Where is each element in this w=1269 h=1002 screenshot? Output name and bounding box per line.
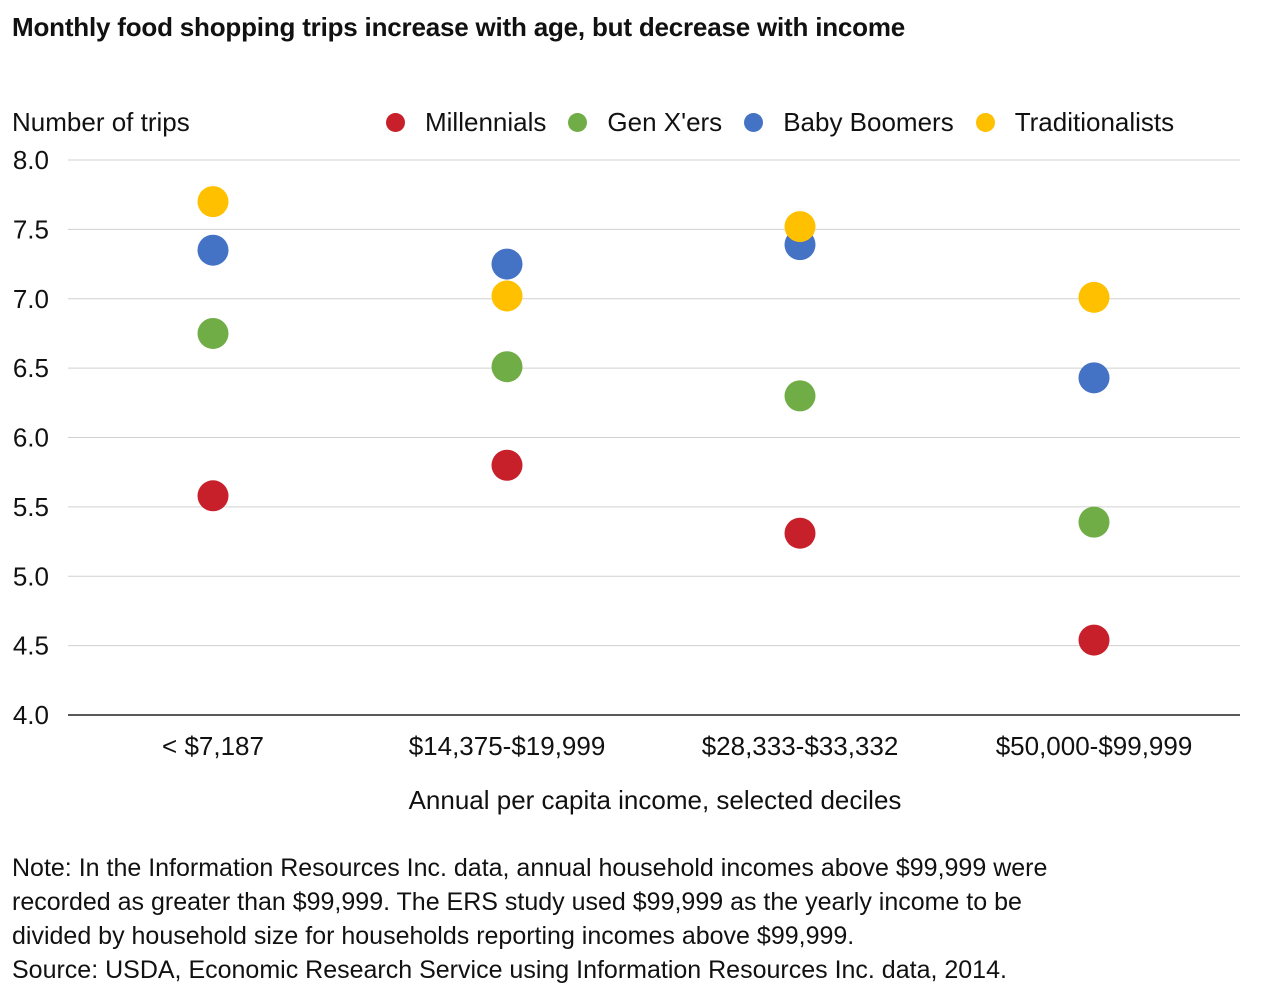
legend-label-traditionalists: Traditionalists xyxy=(1014,107,1175,137)
scatter-chart: 8.0 7.5 7.0 6.5 6.0 5.5 5.0 4.5 4.0 < $7,187 $14,3… xyxy=(13,145,1240,761)
data-point-gen-x-ers-1 xyxy=(491,351,523,383)
chart-title: Monthly food shopping trips increase wit… xyxy=(12,12,906,42)
y-axis-label: Number of trips xyxy=(12,107,190,137)
x-axis-label: Annual per capita income, selected decil… xyxy=(408,785,902,815)
data-point-millennials-3 xyxy=(1078,624,1110,656)
data-point-gen-x-ers-0 xyxy=(197,317,229,349)
y-tick-label: 6.0 xyxy=(13,423,49,453)
legend: Millennials Gen X'ers Baby Boomers Tradi… xyxy=(386,107,1174,138)
data-point-millennials-0 xyxy=(197,480,229,512)
data-point-traditionalists-3 xyxy=(1078,281,1110,313)
x-tick-label: < $7,187 xyxy=(162,731,264,761)
note-line-3: divided by household size for households… xyxy=(12,922,855,950)
y-tick-label: 7.5 xyxy=(13,214,49,244)
data-point-baby-boomers-0 xyxy=(197,234,229,266)
legend-label-millennials: Millennials xyxy=(425,107,547,137)
note-line-1: Note: In the Information Resources Inc. … xyxy=(12,854,1048,882)
y-tick-label: 4.5 xyxy=(13,631,49,661)
x-tick-label: $50,000-$99,999 xyxy=(996,731,1193,761)
data-point-traditionalists-2 xyxy=(784,211,816,243)
data-point-gen-x-ers-3 xyxy=(1078,506,1110,538)
data-point-gen-x-ers-2 xyxy=(784,380,816,412)
chart-notes: Note: In the Information Resources Inc. … xyxy=(12,851,1262,987)
data-point-baby-boomers-3 xyxy=(1078,362,1110,394)
y-tick-label: 7.0 xyxy=(13,284,49,314)
legend-swatch-baby-boomers xyxy=(744,113,764,132)
legend-swatch-millennials xyxy=(386,113,405,132)
y-tick-label: 4.0 xyxy=(13,700,49,730)
legend-item-millennials: Millennials xyxy=(386,107,546,138)
legend-swatch-gen-x xyxy=(568,113,588,132)
y-tick-label: 6.5 xyxy=(13,353,49,383)
y-tick-label: 5.0 xyxy=(13,561,49,591)
legend-label-gen-x: Gen X'ers xyxy=(607,107,723,137)
x-tick-label: $14,375-$19,999 xyxy=(409,731,606,761)
y-tick-label: 8.0 xyxy=(13,145,49,175)
data-point-traditionalists-0 xyxy=(197,186,229,218)
data-point-baby-boomers-1 xyxy=(491,248,523,280)
legend-item-gen-x: Gen X'ers xyxy=(568,107,722,138)
legend-item-traditionalists: Traditionalists xyxy=(975,107,1175,138)
data-point-millennials-2 xyxy=(784,517,816,549)
data-point-traditionalists-1 xyxy=(491,280,523,312)
note-line-2: recorded as greater than $99,999. The ER… xyxy=(12,888,1022,916)
x-tick-label: $28,333-$33,332 xyxy=(702,731,899,761)
source-line: Source: USDA, Economic Research Service … xyxy=(12,956,1007,984)
y-tick-label: 5.5 xyxy=(13,492,49,522)
data-point-millennials-1 xyxy=(491,449,523,481)
legend-swatch-traditionalists xyxy=(975,113,995,132)
legend-label-baby-boomers: Baby Boomers xyxy=(783,107,954,137)
legend-item-baby-boomers: Baby Boomers xyxy=(744,107,954,138)
